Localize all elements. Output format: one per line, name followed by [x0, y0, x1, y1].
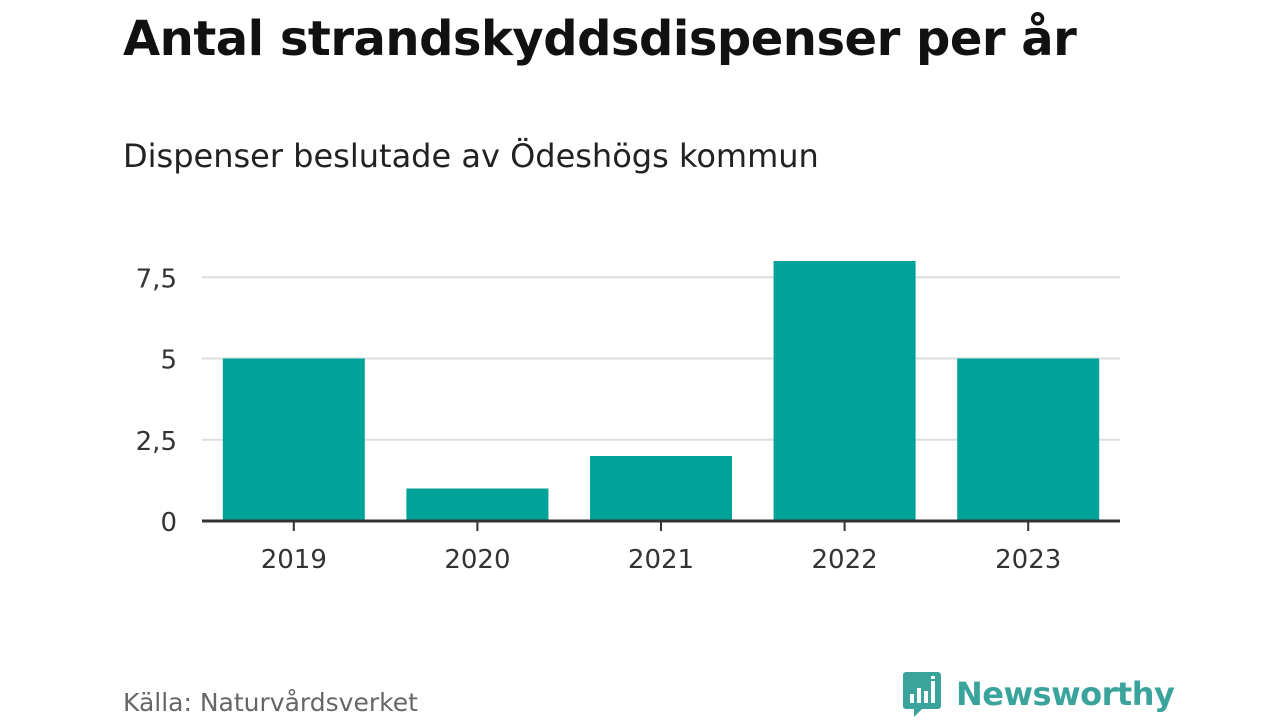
y-tick-label: 5: [160, 346, 177, 376]
brand-logo-group: Newsworthy: [902, 668, 1175, 720]
y-tick-label: 0: [160, 508, 177, 538]
chart-subtitle: Dispenser beslutade av Ödeshögs kommun: [123, 137, 819, 175]
x-tick-label: 2023: [995, 545, 1061, 575]
bar-2019: [222, 358, 365, 521]
newsworthy-logo-icon: [903, 672, 941, 717]
chart-title: Antal strandskyddsdispenser per år: [123, 11, 1077, 67]
y-tick-label: 2,5: [136, 427, 177, 457]
brand-name: Newsworthy: [956, 675, 1175, 713]
bar-2021: [590, 456, 732, 521]
x-tick-label: 2020: [444, 545, 510, 575]
source-note: Källa: Naturvårdsverket: [123, 688, 418, 717]
axes: [202, 519, 1120, 531]
tick-labels: 0 2,5 5 7,5 2019 2020 2021 2022 2023: [136, 264, 1062, 575]
x-tick-label: 2022: [812, 545, 878, 575]
bar-2020: [406, 488, 549, 521]
bar-2023: [957, 358, 1100, 521]
y-tick-label: 7,5: [136, 264, 177, 294]
bar-2022: [773, 261, 916, 521]
bars: [222, 261, 1100, 521]
x-tick-label: 2019: [261, 545, 327, 575]
bar-chart: 0 2,5 5 7,5 2019 2020 2021 2022 2023: [136, 261, 1120, 575]
x-tick-label: 2021: [628, 545, 694, 575]
